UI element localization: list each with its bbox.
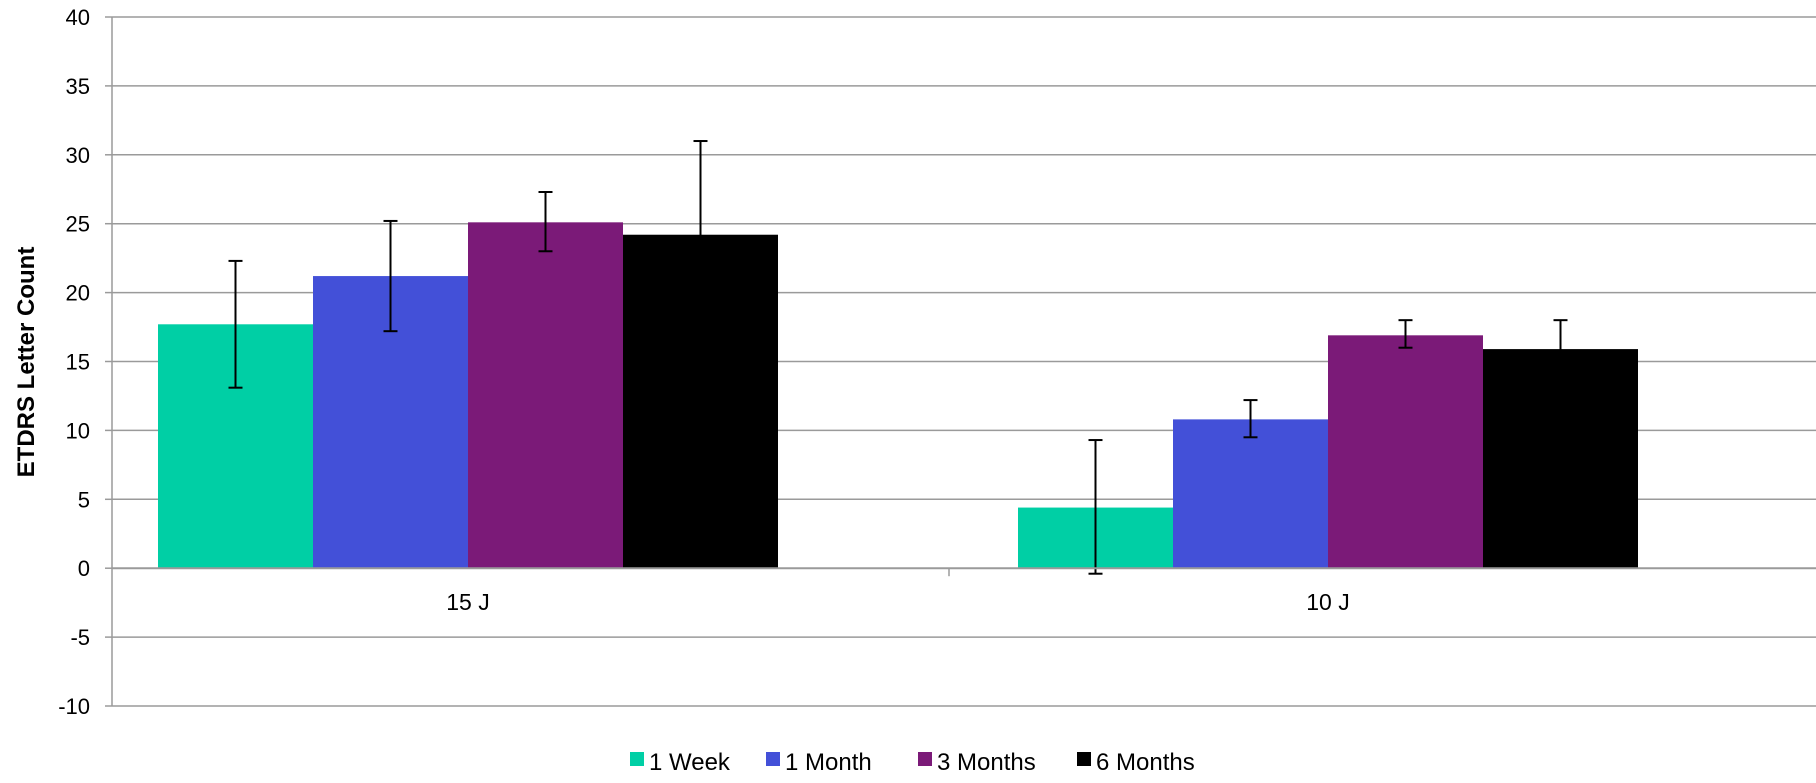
y-axis-label: ETDRS Letter Count (13, 247, 40, 478)
error-bar (538, 191, 553, 253)
error-bar (383, 219, 398, 333)
y-tick-label: -10 (58, 694, 90, 719)
axes (105, 16, 1816, 707)
legend-label: 1 Week (649, 749, 731, 776)
legend-swatch (766, 752, 780, 766)
bar (1173, 419, 1328, 569)
legend-label: 1 Month (785, 749, 872, 776)
legend-item: 1 Week (630, 749, 731, 776)
bars (158, 222, 1638, 569)
error-bar (1398, 319, 1413, 349)
error-bar (693, 140, 708, 330)
y-tick-label: 30 (66, 143, 90, 168)
error-bar (1553, 319, 1568, 380)
error-bar (228, 259, 243, 389)
y-tick-label: 5 (78, 487, 90, 512)
y-tick-label: 0 (78, 556, 90, 581)
y-tick-label: 35 (66, 74, 90, 99)
error-bar (1088, 439, 1103, 575)
y-tick-label: 40 (66, 5, 90, 30)
error-bar (1243, 399, 1258, 439)
category-label: 10 J (1306, 589, 1349, 615)
legend-label: 6 Months (1096, 749, 1195, 776)
y-tick-label: 25 (66, 212, 90, 237)
bar (468, 222, 623, 569)
bar (1328, 335, 1483, 569)
error-bars (228, 140, 1568, 575)
y-tick-label: 20 (66, 281, 90, 306)
y-tick-label: 15 (66, 350, 90, 375)
category-label: 15 J (446, 589, 489, 615)
legend-label: 3 Months (937, 749, 1036, 776)
legend-swatch (918, 752, 932, 766)
legend-swatch (630, 752, 644, 766)
category-labels: 15 J 10 J (446, 589, 1349, 615)
legend-item: 1 Month (766, 749, 872, 776)
y-axis-tick-labels: 40 35 30 25 20 15 10 5 0 -5 -10 (58, 5, 90, 719)
legend-item: 3 Months (918, 749, 1036, 776)
y-tick-label: 10 (66, 418, 90, 443)
bar (1483, 349, 1638, 569)
legend: 1 Week 1 Month 3 Months 6 Months (630, 749, 1195, 776)
legend-swatch (1077, 752, 1091, 766)
y-tick-label: -5 (70, 625, 90, 650)
legend-item: 6 Months (1077, 749, 1195, 776)
